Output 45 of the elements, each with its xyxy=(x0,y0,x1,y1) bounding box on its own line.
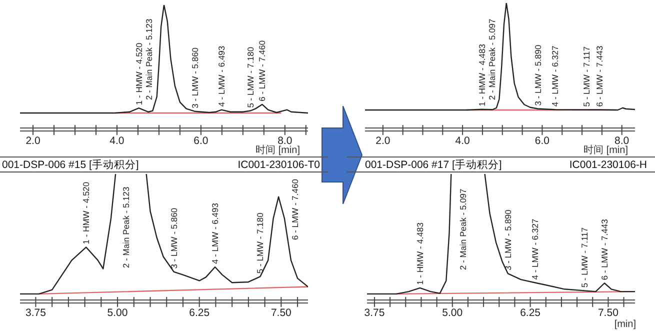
x-tick-label: 4.0 xyxy=(110,135,124,147)
x-axis-title: 时间 [min] xyxy=(584,144,628,156)
annotation: 1 - HMW - 4.483 xyxy=(415,222,426,285)
x-tick-label: 6.0 xyxy=(534,135,550,147)
x-tick-label: 8.0 xyxy=(278,135,292,147)
annotation: 5 - LMW - 7.117 xyxy=(579,227,590,288)
annotation: 3 - LMW - 5.890 xyxy=(532,44,543,106)
annotation: 2 - Main Peak - 5.097 xyxy=(487,18,497,100)
annotation: 4 - LMW - 6.327 xyxy=(530,218,540,280)
x-tick-label: 5.00 xyxy=(442,307,463,319)
x-tick-label: 7.50 xyxy=(270,307,292,319)
chart-subtitle: IC001-230106-H xyxy=(569,159,647,171)
annotation: 6 - LMW - 7.443 xyxy=(594,46,605,107)
x-tick-label: 4.0 xyxy=(455,135,470,147)
x-tick-label: 7.50 xyxy=(598,307,619,319)
annotation: 3 - LMW - 5.860 xyxy=(168,208,179,269)
annotation: 4 - LMW - 6.327 xyxy=(550,45,560,107)
x-tick-label: 8.0 xyxy=(614,135,630,147)
annotation: 6 - LMW - 7.460 xyxy=(257,40,268,102)
x-tick-label: 6.0 xyxy=(194,135,208,147)
x-tick-label: 6.25 xyxy=(520,307,541,319)
annotation: 1 - HMW - 4.483 xyxy=(476,44,487,106)
x-axis-title: [min] xyxy=(614,319,636,330)
annotation: 5 - LMW - 7.117 xyxy=(582,46,592,107)
x-tick-label: 2.0 xyxy=(26,135,40,147)
annotation: 3 - LMW - 5.860 xyxy=(190,47,200,108)
x-tick-label: 3.75 xyxy=(25,307,46,319)
annotation: 1 - HMW - 4.520 xyxy=(134,42,144,106)
annotation: 6 - LMW - 7.460 xyxy=(290,178,300,240)
chart-title: 001-DSP-006 #15 [手动积分] xyxy=(2,158,139,171)
chart-title: 001-DSP-006 #17 [手动积分] xyxy=(365,158,502,171)
annotation: 4 - LMW - 6.493 xyxy=(216,46,227,107)
annotation: 1 - HMW - 4.520 xyxy=(81,182,92,244)
annotation: 5 - LMW - 7.180 xyxy=(245,46,256,108)
annotation: 6 - LMW - 7.443 xyxy=(600,218,610,280)
x-tick-label: 6.25 xyxy=(189,307,210,319)
x-tick-label: 3.75 xyxy=(364,307,385,319)
annotation: 2 - Main Peak - 5.097 xyxy=(458,188,468,270)
annotation: 4 - LMW - 6.493 xyxy=(210,202,220,264)
x-tick-label: 5.00 xyxy=(107,307,128,319)
annotation: 2 - Main Peak - 5.123 xyxy=(121,186,131,268)
x-tick-label: 2.0 xyxy=(376,135,390,147)
annotation: 2 - Main Peak - 5.123 xyxy=(144,18,154,100)
chart-subtitle: IC001-230106-T0 xyxy=(238,159,320,171)
x-axis-title: 时间 [min] xyxy=(256,144,300,156)
